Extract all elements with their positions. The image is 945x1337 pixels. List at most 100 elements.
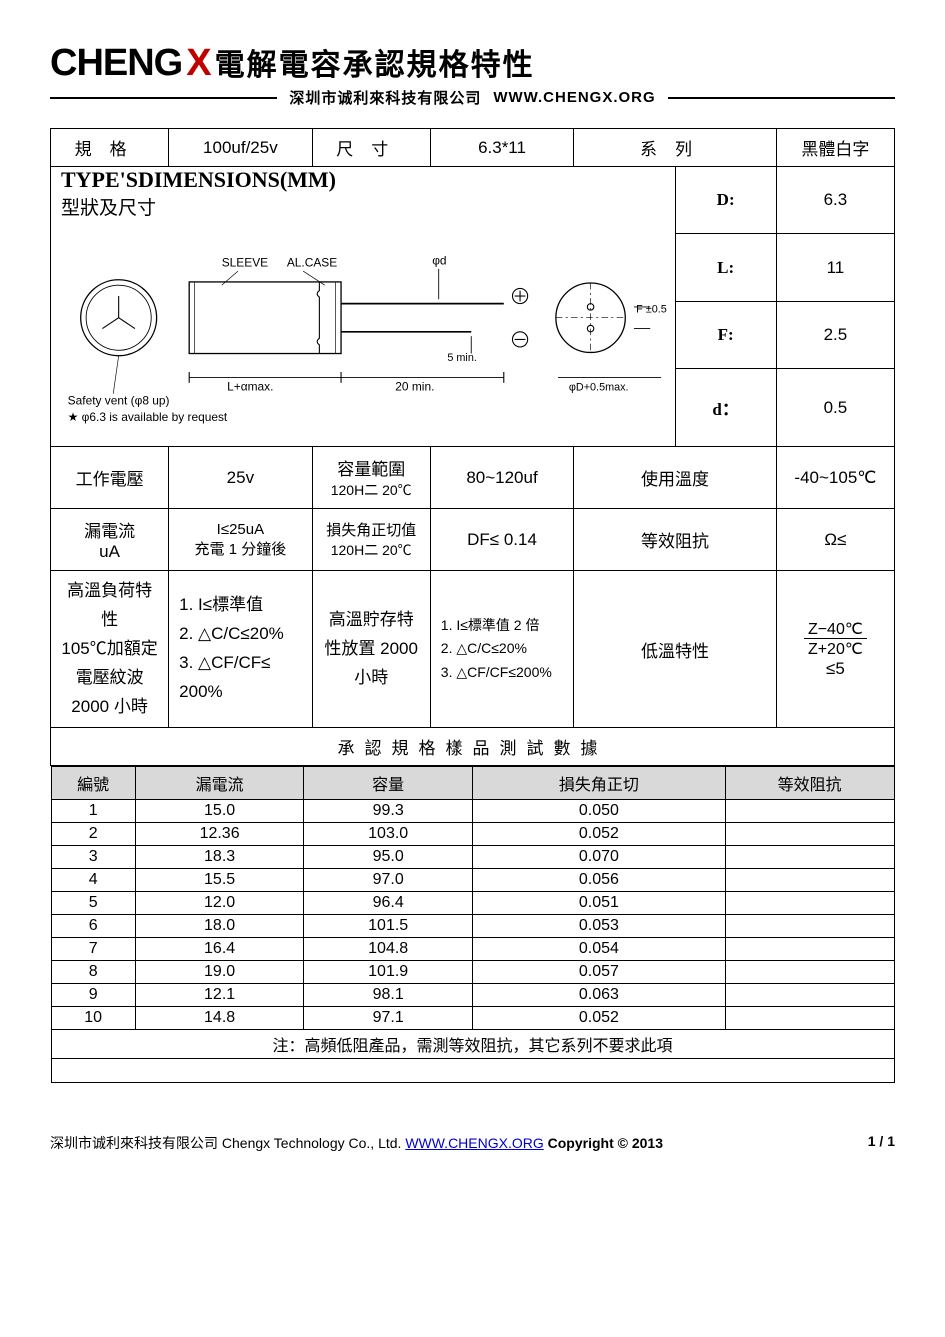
table-cell: 0.056 bbox=[472, 869, 725, 892]
header-url: WWW.CHENGX.ORG bbox=[493, 89, 655, 106]
data-column-header: 損失角正切 bbox=[472, 767, 725, 800]
table-cell: 15.5 bbox=[135, 869, 304, 892]
table-cell bbox=[725, 984, 894, 1007]
cap-range-value: 80~120uf bbox=[430, 447, 573, 509]
table-cell bbox=[725, 892, 894, 915]
dimensions-title: TYPE'SDIMENSIONS(MM) bbox=[51, 167, 675, 193]
table-row: 716.4104.80.054 bbox=[51, 938, 894, 961]
table-row: 212.36103.00.052 bbox=[51, 823, 894, 846]
header-divider-left bbox=[50, 97, 277, 99]
table-row: 819.0101.90.057 bbox=[51, 961, 894, 984]
df-label: 損失角正切值 120H㆓ 20℃ bbox=[312, 509, 430, 571]
svg-text:20 min.: 20 min. bbox=[395, 379, 434, 393]
dim-dd-label: d： bbox=[675, 369, 776, 447]
dimensions-subtitle: 型狀及尺寸 bbox=[51, 193, 675, 226]
svg-text:φd: φd bbox=[432, 254, 446, 268]
high-temp-load-spec: 1. I≤標準值2. △C/C≤20%3. △CF/CF≤200% bbox=[169, 571, 312, 728]
data-column-header: 等效阻抗 bbox=[725, 767, 894, 800]
table-cell: 18.0 bbox=[135, 915, 304, 938]
dimension-diagram: SLEEVE AL.CASE φd F ±0.5 φD+0.5max. L+αm… bbox=[51, 226, 675, 446]
table-cell: 97.0 bbox=[304, 869, 473, 892]
df-value: DF≤ 0.14 bbox=[430, 509, 573, 571]
spec-table: 規格 100uf/25v 尺寸 6.3*11 系列 黑體白字 TYPE'SDIM… bbox=[50, 128, 895, 1083]
dim-dd-value: 0.5 bbox=[776, 369, 894, 447]
table-cell: 5 bbox=[51, 892, 135, 915]
table-cell: 7 bbox=[51, 938, 135, 961]
table-row: 318.395.00.070 bbox=[51, 846, 894, 869]
impedance-value: Ω≤ bbox=[776, 509, 894, 571]
svg-text:★ φ6.3 is available by request: ★ φ6.3 is available by request bbox=[68, 410, 228, 424]
header-divider-right bbox=[668, 97, 895, 99]
table-cell: 9 bbox=[51, 984, 135, 1007]
high-temp-load-label: 高溫負荷特性105℃加額定電壓紋波2000 小時 bbox=[51, 571, 169, 728]
svg-text:F ±0.5: F ±0.5 bbox=[636, 303, 666, 315]
dim-f-value: 2.5 bbox=[776, 301, 894, 368]
table-row: 1014.897.10.052 bbox=[51, 1007, 894, 1030]
dim-f-label: F: bbox=[675, 301, 776, 368]
table-row: 512.096.40.051 bbox=[51, 892, 894, 915]
footer-page: 1 / 1 bbox=[868, 1133, 895, 1153]
dim-l-label: L: bbox=[675, 234, 776, 301]
table-cell: 101.9 bbox=[304, 961, 473, 984]
size-label: 尺寸 bbox=[312, 129, 430, 167]
table-cell bbox=[725, 869, 894, 892]
document-header: CHENGX 電解電容承認規格特性 深圳市诚利來科技有限公司 WWW.CHENG… bbox=[50, 40, 895, 108]
table-cell: 12.0 bbox=[135, 892, 304, 915]
temp-value: -40~105℃ bbox=[776, 447, 894, 509]
table-cell: 96.4 bbox=[304, 892, 473, 915]
svg-text:L+αmax.: L+αmax. bbox=[227, 379, 273, 393]
table-cell bbox=[725, 800, 894, 823]
table-cell bbox=[725, 823, 894, 846]
table-cell bbox=[725, 915, 894, 938]
temp-label: 使用溫度 bbox=[574, 447, 777, 509]
table-cell bbox=[725, 961, 894, 984]
table-cell: 0.057 bbox=[472, 961, 725, 984]
footer-copyright: Copyright © 2013 bbox=[548, 1135, 663, 1151]
header-company: 深圳市诚利來科技有限公司 bbox=[289, 87, 481, 108]
cap-range-label: 容量範圍 120H㆓ 20℃ bbox=[312, 447, 430, 509]
svg-text:AL.CASE: AL.CASE bbox=[287, 256, 337, 270]
svg-text:SLEEVE: SLEEVE bbox=[222, 256, 268, 270]
empty-row bbox=[51, 1059, 894, 1083]
table-cell: 19.0 bbox=[135, 961, 304, 984]
table-cell: 101.5 bbox=[304, 915, 473, 938]
work-voltage-value: 25v bbox=[169, 447, 312, 509]
data-column-header: 容量 bbox=[304, 767, 473, 800]
svg-text:φD+0.5max.: φD+0.5max. bbox=[569, 381, 629, 393]
table-cell: 0.052 bbox=[472, 823, 725, 846]
table-cell: 15.0 bbox=[135, 800, 304, 823]
table-cell: 12.1 bbox=[135, 984, 304, 1007]
test-data-table: 編號漏電流容量損失角正切等效阻抗 115.099.30.050212.36103… bbox=[51, 766, 895, 1083]
table-cell: 98.1 bbox=[304, 984, 473, 1007]
footer-url[interactable]: WWW.CHENGX.ORG bbox=[405, 1135, 543, 1151]
table-cell bbox=[725, 938, 894, 961]
table-cell: 0.054 bbox=[472, 938, 725, 961]
table-cell: 2 bbox=[51, 823, 135, 846]
logo-text-x: X bbox=[186, 42, 210, 85]
table-cell: 4 bbox=[51, 869, 135, 892]
table-cell: 8 bbox=[51, 961, 135, 984]
low-temp-label: 低溫特性 bbox=[574, 571, 777, 728]
data-column-header: 漏電流 bbox=[135, 767, 304, 800]
footer-company: 深圳市诚利來科技有限公司 Chengx Technology Co., Ltd. bbox=[50, 1135, 405, 1151]
logo-text-main: CHENG bbox=[50, 42, 182, 85]
table-cell: 14.8 bbox=[135, 1007, 304, 1030]
table-cell: 18.3 bbox=[135, 846, 304, 869]
leakage-label: 漏電流 uA bbox=[51, 509, 169, 571]
table-cell: 3 bbox=[51, 846, 135, 869]
series-label: 系列 bbox=[574, 129, 777, 167]
low-temp-spec: Z−40℃ Z+20℃ ≤5 bbox=[776, 571, 894, 728]
dim-d-label: D: bbox=[675, 167, 776, 234]
table-cell: 16.4 bbox=[135, 938, 304, 961]
table-cell: 1 bbox=[51, 800, 135, 823]
table-cell: 6 bbox=[51, 915, 135, 938]
data-column-header: 編號 bbox=[51, 767, 135, 800]
svg-text:5 min.: 5 min. bbox=[447, 352, 477, 364]
test-data-note: 注：高頻低阻產品，需測等效阻抗，其它系列不要求此項 bbox=[51, 1030, 894, 1059]
table-cell: 0.052 bbox=[472, 1007, 725, 1030]
series-value: 黑體白字 bbox=[776, 129, 894, 167]
dim-d-value: 6.3 bbox=[776, 167, 894, 234]
table-cell: 95.0 bbox=[304, 846, 473, 869]
table-cell: 104.8 bbox=[304, 938, 473, 961]
size-value: 6.3*11 bbox=[430, 129, 573, 167]
